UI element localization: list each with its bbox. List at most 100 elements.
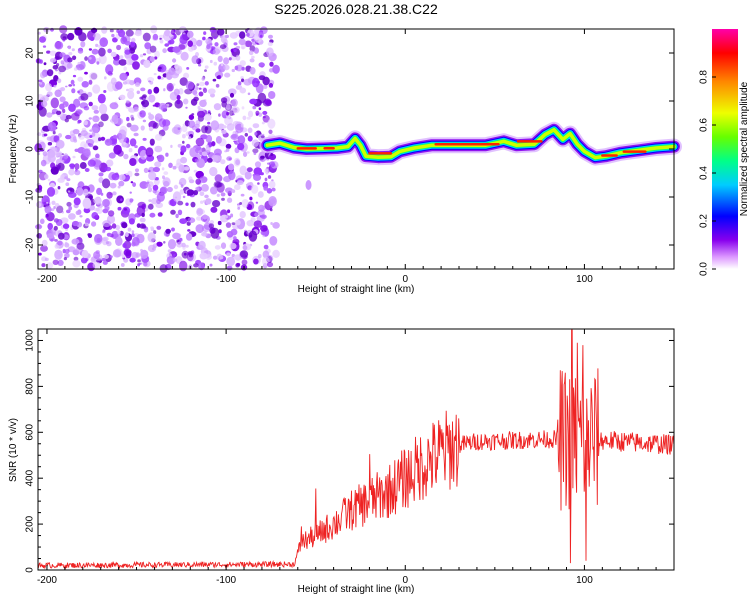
noise-speckle (160, 186, 168, 195)
noise-speckle (198, 240, 206, 250)
noise-speckle (54, 239, 58, 242)
noise-speckle (96, 207, 103, 214)
noise-speckle (199, 99, 207, 108)
noise-speckle (65, 134, 72, 140)
noise-speckle (156, 241, 163, 247)
noise-speckle (65, 85, 68, 88)
noise-speckle (154, 145, 163, 153)
noise-speckle (84, 222, 89, 227)
noise-speckle (116, 195, 124, 204)
noise-speckle (72, 220, 79, 227)
noise-speckle (207, 121, 211, 125)
noise-speckle (104, 138, 113, 146)
x-tick-label: -100 (216, 274, 236, 285)
noise-speckle (125, 173, 129, 176)
noise-speckle (92, 115, 100, 123)
noise-speckle (217, 55, 223, 63)
noise-speckle (176, 241, 184, 248)
noise-speckle (213, 103, 222, 111)
noise-speckle (44, 205, 52, 214)
noise-speckle (247, 135, 253, 142)
noise-speckle (180, 145, 187, 153)
x-tick-label: 100 (576, 274, 593, 285)
noise-speckle (108, 152, 116, 159)
noise-speckle (188, 114, 195, 120)
noise-speckle (102, 178, 111, 189)
spectrogram-xlabel: Height of straight line (km) (298, 284, 415, 295)
noise-speckle (43, 62, 47, 66)
noise-speckle (46, 233, 55, 239)
colorbar-tick-label: 0.0 (699, 262, 710, 276)
noise-speckle (46, 50, 51, 54)
noise-speckle (213, 181, 222, 188)
noise-speckle (187, 229, 191, 232)
noise-speckle (54, 41, 64, 50)
noise-speckle (231, 68, 235, 73)
noise-speckle (134, 30, 142, 37)
noise-speckle (57, 259, 64, 266)
noise-speckle (225, 222, 232, 228)
noise-speckle (75, 63, 85, 71)
noise-speckle (215, 136, 222, 144)
noise-speckle (43, 133, 48, 137)
noise-speckle (148, 199, 152, 203)
noise-speckle (228, 57, 232, 61)
noise-speckle (115, 81, 123, 90)
noise-speckle (98, 177, 104, 184)
noise-speckle (239, 87, 247, 94)
noise-speckle (258, 204, 265, 212)
noise-speckle (53, 206, 56, 210)
x-tick-label: -200 (37, 274, 57, 285)
noise-speckle (266, 47, 274, 57)
noise-speckle (247, 127, 253, 134)
noise-speckle (102, 229, 106, 232)
noise-speckle (50, 208, 55, 212)
noise-speckle (111, 114, 119, 123)
noise-speckle (167, 40, 172, 45)
noise-speckle (131, 54, 139, 61)
noise-speckle (173, 184, 179, 190)
noise-speckle (207, 113, 211, 116)
noise-speckle (166, 82, 174, 92)
noise-speckle (87, 159, 96, 167)
noise-speckle (91, 132, 96, 137)
noise-speckle (227, 197, 233, 203)
noise-speckle (49, 58, 57, 63)
noise-speckle (117, 185, 121, 189)
noise-speckle (82, 197, 92, 209)
noise-speckle (134, 213, 141, 218)
noise-speckle (119, 55, 124, 60)
noise-speckle (68, 206, 73, 211)
x-tick-label: 0 (402, 575, 408, 586)
noise-speckle (213, 148, 222, 156)
y-tick-label: 0 (25, 567, 36, 573)
noise-speckle (217, 74, 222, 80)
noise-speckle (199, 191, 205, 196)
noise-speckle (123, 208, 128, 211)
noise-speckle (168, 199, 174, 206)
noise-speckle (100, 136, 106, 141)
noise-speckle (266, 188, 273, 194)
noise-speckle (35, 224, 43, 230)
noise-speckle (177, 209, 183, 216)
noise-speckle (140, 249, 149, 259)
noise-speckle (102, 220, 112, 228)
noise-speckle (162, 177, 171, 187)
noise-speckle (118, 29, 126, 38)
colorbar-label-text: Normalized spectral amplitude (739, 81, 750, 216)
noise-speckle (148, 114, 155, 120)
noise-speckle (253, 152, 257, 156)
noise-speckle (84, 71, 88, 75)
noise-speckle (229, 32, 238, 39)
noise-speckle (225, 148, 230, 152)
noise-speckle (107, 48, 112, 54)
noise-speckle (180, 184, 184, 188)
noise-speckle (162, 48, 167, 54)
snr-series (37, 329, 675, 570)
noise-speckle (83, 207, 91, 214)
noise-speckle (93, 109, 100, 114)
noise-speckle (180, 156, 188, 164)
noise-speckle (144, 42, 152, 50)
noise-speckle (254, 161, 262, 168)
noise-speckle (218, 113, 221, 117)
